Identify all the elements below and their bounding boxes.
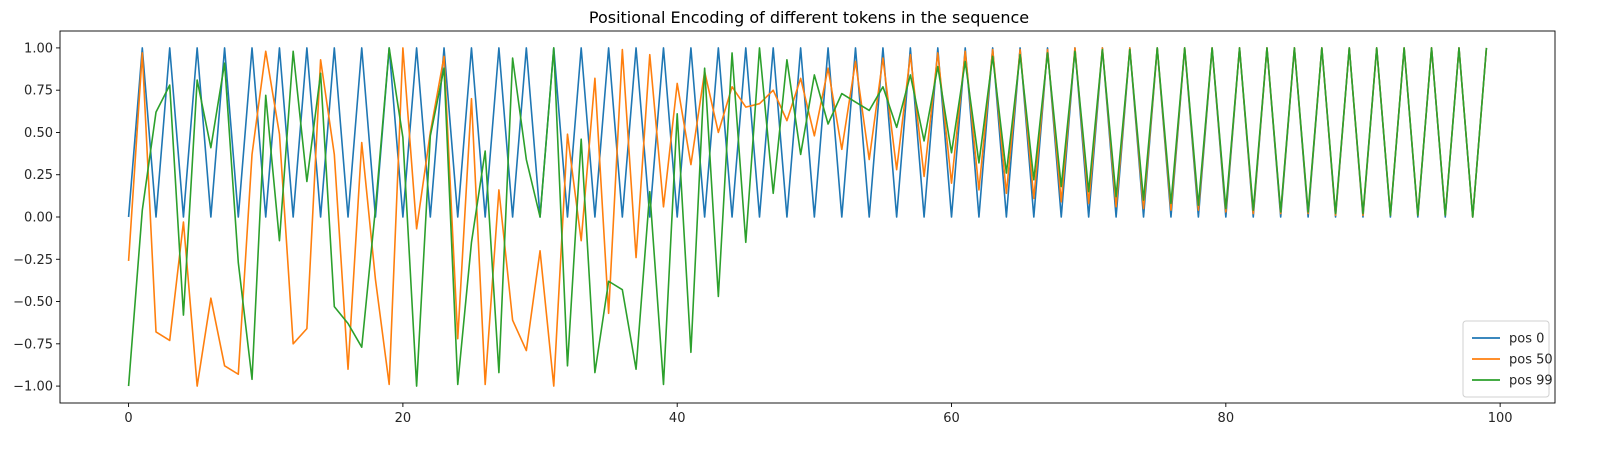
series-layer xyxy=(127,47,1488,387)
series-line-pos-50 xyxy=(127,47,1488,387)
legend-label: pos 0 xyxy=(1509,332,1544,347)
x-tick-label: 80 xyxy=(1218,411,1235,426)
axes-layer: 0 20 40 60 80 100 1.00 0.75 0.50 0.25 0.00 −0.25 −0.… xyxy=(13,30,1556,426)
y-tick-label: 0.50 xyxy=(24,126,53,141)
y-tick-label: −0.50 xyxy=(13,295,53,310)
y-tick-label: −0.25 xyxy=(13,253,53,268)
y-tick-label: −0.75 xyxy=(13,337,53,352)
y-tick-label: −1.00 xyxy=(13,380,53,395)
y-tick-label: 0.75 xyxy=(24,84,53,99)
chart-title: Positional Encoding of different tokens … xyxy=(589,8,1029,27)
y-tick-label: 1.00 xyxy=(24,41,53,56)
x-tick-label: 0 xyxy=(124,411,132,426)
x-tick-label: 40 xyxy=(669,411,686,426)
legend-label: pos 50 xyxy=(1509,353,1553,368)
y-tick-label: 0.25 xyxy=(24,168,53,183)
x-tick-label: 100 xyxy=(1488,411,1513,426)
x-tick-label: 20 xyxy=(395,411,412,426)
series-line-pos-99 xyxy=(127,47,1488,387)
legend: pos 0 pos 50 pos 99 xyxy=(1462,320,1553,398)
legend-box xyxy=(1462,320,1550,398)
x-tick-label: 60 xyxy=(943,411,960,426)
legend-label: pos 99 xyxy=(1509,374,1553,389)
y-tick-label: 0.00 xyxy=(24,211,53,226)
